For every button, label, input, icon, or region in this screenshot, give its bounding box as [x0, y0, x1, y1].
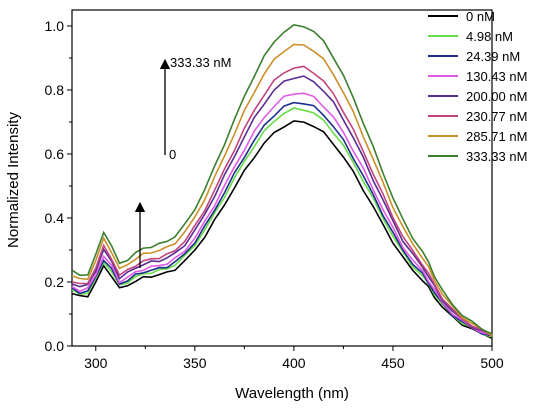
series-line-333-33-nm — [71, 23, 493, 335]
series-line-230-77-nm — [71, 65, 493, 337]
series-line-24-39-nm — [71, 101, 493, 337]
legend-label: 4.98 nM — [466, 29, 513, 44]
series-line-130-43-nm — [71, 92, 493, 336]
x-tick-label: 400 — [282, 355, 306, 371]
series-layer — [71, 23, 493, 340]
legend-label: 333.33 nM — [466, 149, 527, 164]
legend-label: 200.00 nM — [466, 89, 527, 104]
x-tick-label: 300 — [84, 355, 108, 371]
y-tick-label: 0.4 — [45, 210, 65, 226]
series-line-200-00-nm — [71, 75, 493, 337]
annotation-bottom-label: 0 — [169, 147, 176, 162]
series-line-4-98-nm — [71, 107, 493, 338]
y-tick-label: 0.2 — [45, 274, 65, 290]
legend-label: 24.39 nM — [466, 49, 520, 64]
y-tick-label: 1.0 — [45, 18, 65, 34]
legend-label: 130.43 nM — [466, 69, 527, 84]
x-tick-label: 350 — [183, 355, 207, 371]
y-tick-label: 0.0 — [45, 338, 65, 354]
series-line-285-71-nm — [71, 43, 493, 337]
x-axis-title: Wavelength (nm) — [235, 385, 349, 402]
annotation-top-label: 333.33 nM — [170, 55, 231, 70]
x-tick-label: 500 — [480, 355, 504, 371]
legend-label: 230.77 nM — [466, 109, 527, 124]
annotation-group: 333.33 nM 0 — [134, 55, 231, 268]
ticks-layer: 300 350 400 450 500 0.0 0.2 0.4 0.6 0.8 1.0 — [45, 18, 504, 371]
x-tick-label: 450 — [381, 355, 405, 371]
legend-label: 285.71 nM — [466, 129, 527, 144]
legend-label: 0 nM — [466, 9, 495, 24]
y-tick-label: 0.6 — [45, 146, 65, 162]
series-line-0-nm — [71, 120, 493, 340]
y-tick-label: 0.8 — [45, 82, 65, 98]
y-axis-title: Normalized Intensity — [5, 112, 22, 248]
plot-border — [71, 9, 493, 347]
plot-frame — [71, 9, 493, 347]
legend: 0 nM 4.98 nM 24.39 nM 130.43 nM 200.00 nM 230… — [428, 9, 527, 164]
